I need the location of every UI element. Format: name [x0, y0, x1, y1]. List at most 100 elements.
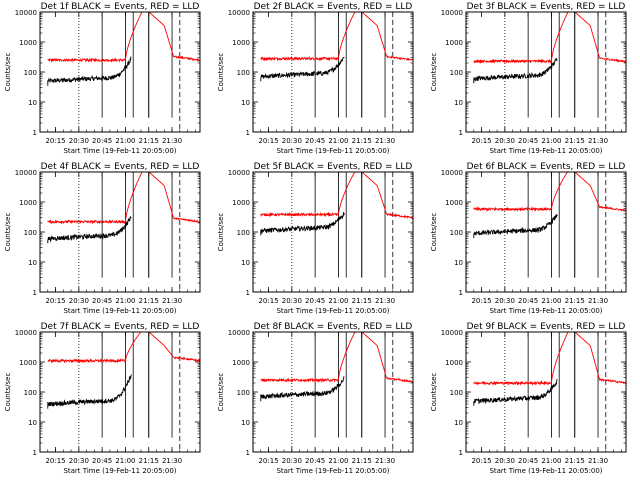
chart-title: Det 1f BLACK = Events, RED = LLD — [41, 2, 200, 12]
y-tick-label: 100 — [24, 69, 37, 77]
x-tick-label: 20:15 — [45, 297, 65, 305]
x-tick-label: 21:30 — [162, 457, 182, 465]
x-tick-label: 21:15 — [139, 457, 159, 465]
chart-panel-1: Det 1f BLACK = Events, RED = LLD Counts/s… — [4, 2, 254, 155]
y-tick-label: 10 — [241, 99, 250, 107]
y-tick-label: 100 — [450, 389, 463, 397]
x-tick-label: 21:00 — [541, 137, 561, 145]
x-tick-label: 21:00 — [328, 297, 348, 305]
chart-panel-3: Det 3f BLACK = Events, RED = LLD Counts/s… — [430, 2, 627, 155]
y-tick-label: 10000 — [441, 169, 463, 177]
x-tick-label: 20:15 — [471, 297, 491, 305]
events-series-line — [47, 216, 132, 244]
events-series-line — [260, 57, 345, 82]
x-tick-label: 21:15 — [352, 137, 372, 145]
x-axis-label: Start Time (19-Feb-11 20:05:00) — [489, 467, 602, 475]
x-axis-label: Start Time (19-Feb-11 20:05:00) — [63, 307, 176, 315]
chart-title: Det 4f BLACK = Events, RED = LLD — [41, 162, 200, 172]
y-tick-label: 1000 — [19, 39, 37, 47]
plot-frame — [465, 331, 627, 453]
x-tick-label: 20:45 — [305, 457, 325, 465]
x-tick-label: 20:30 — [69, 137, 89, 145]
y-tick-label: 100 — [450, 69, 463, 77]
x-axis-label: Start Time (19-Feb-11 20:05:00) — [63, 147, 176, 155]
x-tick-label: 21:30 — [375, 297, 395, 305]
chart-panel-8: Det 8f BLACK = Events, RED = LLD Counts/s… — [217, 322, 467, 475]
x-tick-label: 20:30 — [282, 297, 302, 305]
events-series-line — [473, 378, 558, 406]
chart-panel-4: Det 4f BLACK = Events, RED = LLD Counts/s… — [4, 162, 254, 315]
lld-series-line — [47, 11, 201, 63]
x-tick-label: 21:00 — [115, 297, 135, 305]
lld-series-line — [47, 171, 201, 225]
x-tick-label: 21:00 — [328, 457, 348, 465]
x-tick-label: 21:15 — [139, 297, 159, 305]
y-tick-label: 10 — [28, 419, 37, 427]
y-axis-label: Counts/sec — [430, 373, 438, 412]
y-axis-label: Counts/sec — [4, 53, 12, 92]
y-tick-label: 1 — [33, 289, 37, 297]
x-tick-label: 21:15 — [139, 137, 159, 145]
x-tick-label: 21:00 — [115, 137, 135, 145]
x-tick-label: 21:00 — [541, 297, 561, 305]
y-tick-label: 1000 — [445, 199, 463, 207]
x-tick-label: 20:15 — [45, 137, 65, 145]
x-tick-label: 20:45 — [518, 137, 538, 145]
lld-series-line — [473, 331, 627, 386]
plot-frame — [252, 331, 414, 453]
plot-frame — [465, 171, 627, 293]
x-tick-label: 21:15 — [352, 297, 372, 305]
x-tick-label: 21:30 — [588, 457, 608, 465]
x-tick-label: 21:00 — [328, 137, 348, 145]
chart-title: Det 8f BLACK = Events, RED = LLD — [254, 322, 413, 332]
y-axis-label: Counts/sec — [217, 373, 225, 412]
y-tick-label: 1000 — [19, 359, 37, 367]
y-tick-label: 1000 — [232, 199, 250, 207]
x-tick-label: 20:45 — [305, 137, 325, 145]
y-tick-label: 1 — [459, 129, 463, 137]
y-tick-label: 10 — [454, 419, 463, 427]
x-tick-label: 20:30 — [495, 457, 515, 465]
y-tick-label: 100 — [237, 69, 250, 77]
x-tick-label: 21:15 — [565, 297, 585, 305]
x-tick-label: 20:15 — [258, 457, 278, 465]
plot-frame — [465, 11, 627, 133]
x-tick-label: 20:30 — [282, 137, 302, 145]
y-tick-label: 10 — [454, 259, 463, 267]
y-tick-label: 1000 — [232, 359, 250, 367]
events-series-line — [260, 375, 345, 402]
plot-frame — [39, 11, 201, 133]
y-tick-label: 1 — [246, 449, 250, 457]
y-axis-label: Counts/sec — [217, 53, 225, 92]
y-tick-label: 10000 — [228, 329, 250, 337]
chart-title: Det 9f BLACK = Events, RED = LLD — [467, 322, 626, 332]
y-tick-label: 10000 — [441, 329, 463, 337]
y-axis-label: Counts/sec — [430, 53, 438, 92]
y-tick-label: 10000 — [15, 9, 37, 17]
y-tick-label: 10 — [241, 259, 250, 267]
events-series-line — [473, 57, 558, 84]
x-tick-label: 21:30 — [162, 297, 182, 305]
y-tick-label: 1 — [246, 289, 250, 297]
y-axis-label: Counts/sec — [430, 213, 438, 252]
x-tick-label: 21:15 — [352, 457, 372, 465]
x-tick-label: 20:30 — [69, 297, 89, 305]
x-tick-label: 20:15 — [45, 457, 65, 465]
y-axis-label: Counts/sec — [4, 373, 12, 412]
chart-title: Det 3f BLACK = Events, RED = LLD — [467, 2, 626, 12]
y-axis-label: Counts/sec — [217, 213, 225, 252]
chart-panel-2: Det 2f BLACK = Events, RED = LLD Counts/s… — [217, 2, 467, 155]
y-tick-label: 10 — [241, 419, 250, 427]
y-tick-label: 100 — [24, 389, 37, 397]
plot-frame — [39, 331, 201, 453]
chart-panel-7: Det 7f BLACK = Events, RED = LLD Counts/s… — [4, 322, 254, 475]
x-axis-label: Start Time (19-Feb-11 20:05:00) — [489, 307, 602, 315]
y-tick-label: 1 — [33, 449, 37, 457]
chart-title: Det 7f BLACK = Events, RED = LLD — [41, 322, 200, 332]
x-tick-label: 20:30 — [69, 457, 89, 465]
events-series-line — [473, 213, 558, 238]
chart-title: Det 2f BLACK = Events, RED = LLD — [254, 2, 413, 12]
y-tick-label: 100 — [24, 229, 37, 237]
chart-panel-9: Det 9f BLACK = Events, RED = LLD Counts/s… — [430, 322, 627, 475]
